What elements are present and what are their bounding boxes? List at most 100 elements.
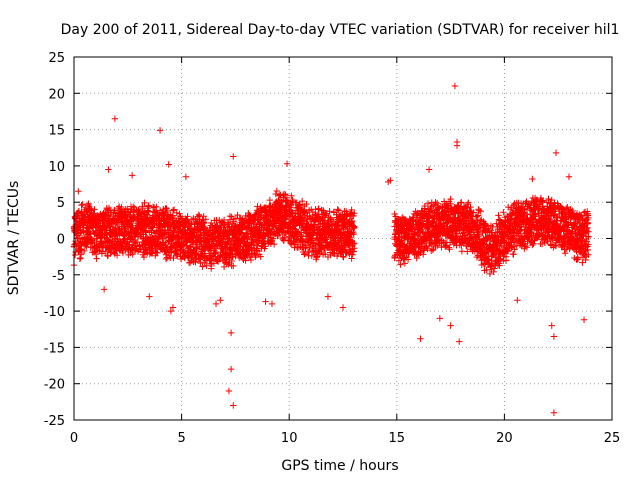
band-point [534, 202, 541, 209]
data-point [559, 224, 566, 231]
data-point [128, 172, 136, 179]
data-point [303, 226, 310, 233]
data-point [217, 297, 224, 304]
band-point [252, 253, 259, 261]
data-point [468, 226, 476, 233]
band-point [289, 196, 296, 204]
band-point [348, 206, 355, 214]
data-point [169, 304, 177, 311]
band-point [126, 241, 133, 248]
band-point [241, 238, 249, 245]
band-point [351, 223, 358, 231]
band-point [348, 255, 355, 262]
band-point [136, 208, 144, 216]
band-point [502, 253, 510, 261]
data-point [262, 298, 269, 305]
band-point [509, 235, 517, 242]
data-point [227, 365, 235, 373]
data-point [488, 246, 495, 254]
data-point [391, 233, 398, 241]
band-point [486, 270, 494, 278]
band-point [321, 246, 328, 254]
band-point [418, 228, 426, 236]
data-point [527, 220, 534, 227]
data-point [283, 160, 291, 167]
band-point [273, 187, 281, 195]
band-point [306, 243, 313, 251]
band-point [432, 239, 440, 246]
band-point [170, 206, 178, 213]
band-point [551, 203, 559, 211]
band-point [281, 234, 288, 241]
data-point [290, 217, 297, 225]
data-point [128, 228, 136, 235]
band-point [552, 206, 559, 213]
band-point [200, 219, 208, 227]
band-point [539, 202, 546, 210]
data-point [417, 335, 424, 342]
band-point [205, 231, 212, 238]
band-point [324, 243, 331, 251]
band-point [141, 199, 148, 207]
data-point [430, 223, 437, 231]
band-point [573, 248, 580, 255]
band-point [127, 223, 135, 231]
band-point [93, 242, 100, 249]
band-point [298, 197, 306, 205]
band-point [397, 261, 404, 268]
band-point [281, 190, 289, 198]
band-point [551, 199, 558, 206]
y-tick-label: 20 [48, 87, 65, 102]
data-point [348, 229, 355, 236]
band-point [301, 251, 308, 258]
band-point [490, 268, 497, 276]
band-point [294, 230, 301, 237]
band-point [348, 218, 355, 226]
band-point [306, 215, 314, 222]
band-point [288, 201, 295, 208]
data-point [329, 231, 336, 239]
band-point [442, 242, 449, 249]
data-point [520, 221, 527, 228]
band-point [583, 225, 590, 232]
band-point [220, 263, 228, 271]
band-point [319, 207, 327, 214]
band-point [136, 233, 144, 240]
band-point [488, 260, 496, 267]
y-tick-label: -15 [44, 341, 65, 356]
band-point [421, 205, 428, 212]
band-point [229, 253, 236, 261]
band-point [349, 251, 356, 258]
band-point [475, 207, 483, 214]
band-point [584, 220, 591, 227]
data-point [296, 222, 304, 229]
band-point [326, 207, 333, 215]
data-point [225, 238, 233, 245]
band-point [467, 203, 474, 211]
band-point [180, 243, 187, 251]
band-point [129, 251, 136, 258]
data-point [167, 307, 175, 315]
band-point [334, 206, 341, 213]
band-point [430, 202, 437, 210]
chart-title: Day 200 of 2011, Sidereal Day-to-day VTE… [61, 22, 620, 38]
band-point [266, 196, 274, 204]
band-point [424, 217, 432, 224]
data-point [193, 233, 200, 241]
band-point [142, 228, 150, 235]
band-point [155, 239, 163, 247]
band-point [580, 223, 588, 230]
band-point [169, 207, 177, 214]
data-point [180, 234, 187, 241]
band-point [500, 209, 507, 216]
band-point [470, 209, 477, 216]
data-point [83, 224, 91, 231]
data-point [456, 220, 463, 228]
band-point [315, 206, 322, 213]
band-point [295, 239, 303, 246]
band-point [201, 247, 208, 254]
y-tick-label: -25 [44, 414, 65, 429]
data-point [585, 233, 592, 241]
band-point [554, 214, 561, 221]
band-point [211, 245, 218, 252]
